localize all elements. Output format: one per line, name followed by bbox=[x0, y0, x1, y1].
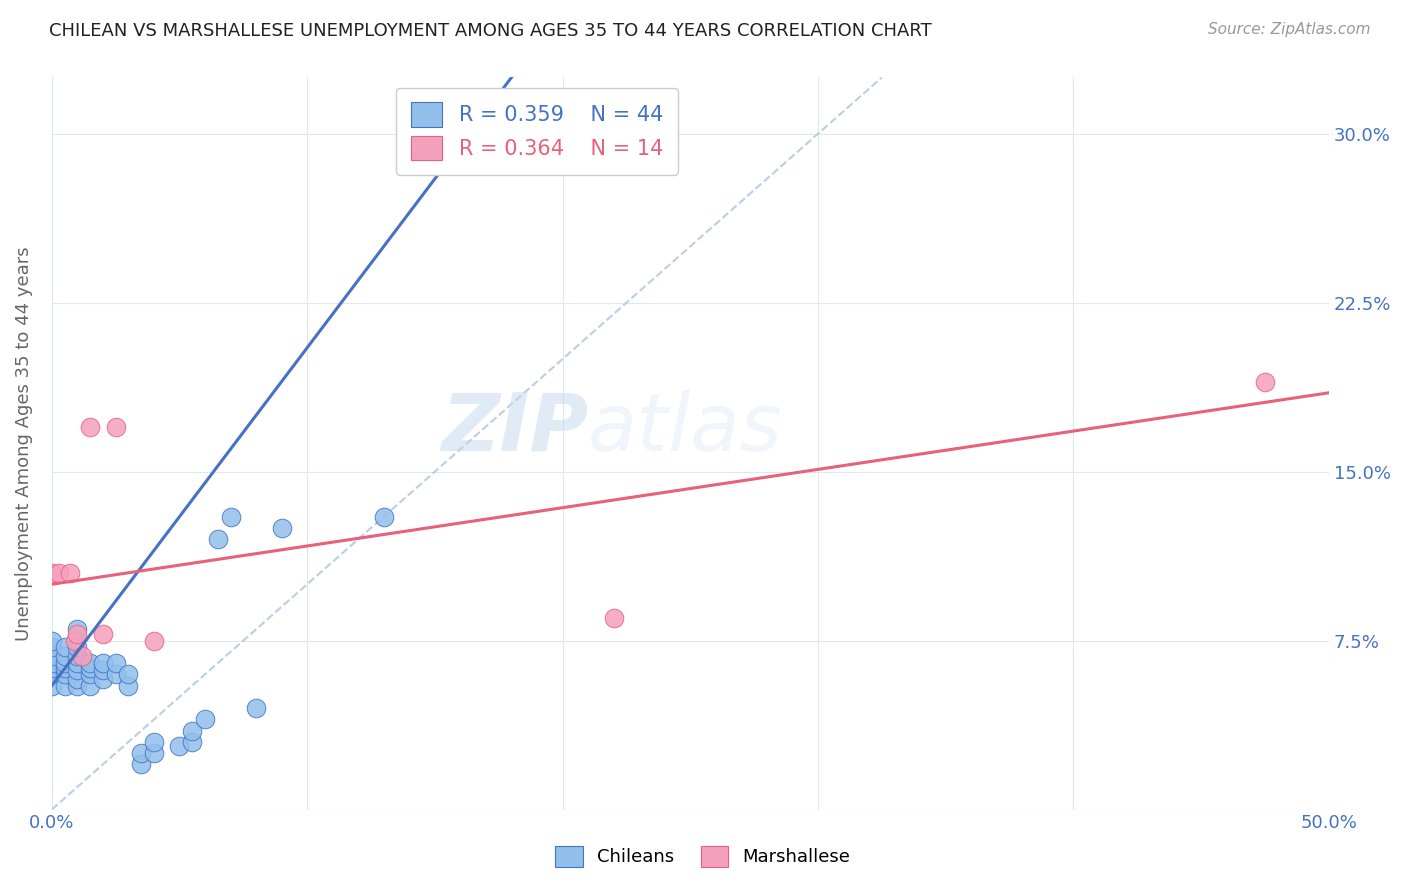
Point bbox=[91, 627, 114, 641]
Point bbox=[41, 633, 63, 648]
Point bbox=[104, 656, 127, 670]
Legend: Chileans, Marshallese: Chileans, Marshallese bbox=[548, 838, 858, 874]
Point bbox=[104, 419, 127, 434]
Point bbox=[79, 667, 101, 681]
Point bbox=[79, 679, 101, 693]
Point bbox=[41, 667, 63, 681]
Point bbox=[59, 566, 82, 580]
Text: ZIP: ZIP bbox=[440, 390, 588, 467]
Point bbox=[41, 660, 63, 674]
Point bbox=[53, 656, 76, 670]
Point bbox=[53, 649, 76, 664]
Point bbox=[91, 656, 114, 670]
Point bbox=[66, 627, 89, 641]
Point bbox=[169, 739, 191, 754]
Point bbox=[117, 679, 139, 693]
Point bbox=[53, 679, 76, 693]
Point bbox=[41, 679, 63, 693]
Point bbox=[91, 672, 114, 686]
Point bbox=[63, 633, 86, 648]
Point bbox=[142, 746, 165, 760]
Point bbox=[270, 521, 292, 535]
Point bbox=[66, 672, 89, 686]
Point bbox=[48, 566, 70, 580]
Point bbox=[117, 667, 139, 681]
Point bbox=[41, 566, 63, 580]
Point bbox=[129, 757, 152, 772]
Point bbox=[66, 656, 89, 670]
Text: CHILEAN VS MARSHALLESE UNEMPLOYMENT AMONG AGES 35 TO 44 YEARS CORRELATION CHART: CHILEAN VS MARSHALLESE UNEMPLOYMENT AMON… bbox=[49, 22, 932, 40]
Point bbox=[41, 656, 63, 670]
Point bbox=[53, 667, 76, 681]
Point bbox=[66, 649, 89, 664]
Point bbox=[91, 663, 114, 677]
Point bbox=[194, 713, 217, 727]
Point bbox=[79, 419, 101, 434]
Point bbox=[245, 701, 267, 715]
Point bbox=[66, 679, 89, 693]
Text: Source: ZipAtlas.com: Source: ZipAtlas.com bbox=[1208, 22, 1371, 37]
Point bbox=[219, 509, 242, 524]
Y-axis label: Unemployment Among Ages 35 to 44 years: Unemployment Among Ages 35 to 44 years bbox=[15, 246, 32, 640]
Point bbox=[53, 640, 76, 655]
Text: atlas: atlas bbox=[588, 390, 783, 467]
Point bbox=[53, 660, 76, 674]
Legend: R = 0.359    N = 44, R = 0.364    N = 14: R = 0.359 N = 44, R = 0.364 N = 14 bbox=[396, 87, 678, 175]
Point bbox=[1254, 375, 1277, 389]
Point bbox=[181, 723, 204, 738]
Point bbox=[104, 667, 127, 681]
Point bbox=[181, 735, 204, 749]
Point bbox=[142, 735, 165, 749]
Point bbox=[142, 633, 165, 648]
Point bbox=[602, 611, 624, 625]
Point bbox=[129, 746, 152, 760]
Point bbox=[41, 640, 63, 655]
Point bbox=[66, 640, 89, 655]
Point bbox=[373, 509, 395, 524]
Point bbox=[79, 660, 101, 674]
Point bbox=[207, 533, 229, 547]
Point bbox=[66, 663, 89, 677]
Point bbox=[72, 649, 94, 664]
Point bbox=[66, 623, 89, 637]
Point bbox=[41, 649, 63, 664]
Point bbox=[79, 656, 101, 670]
